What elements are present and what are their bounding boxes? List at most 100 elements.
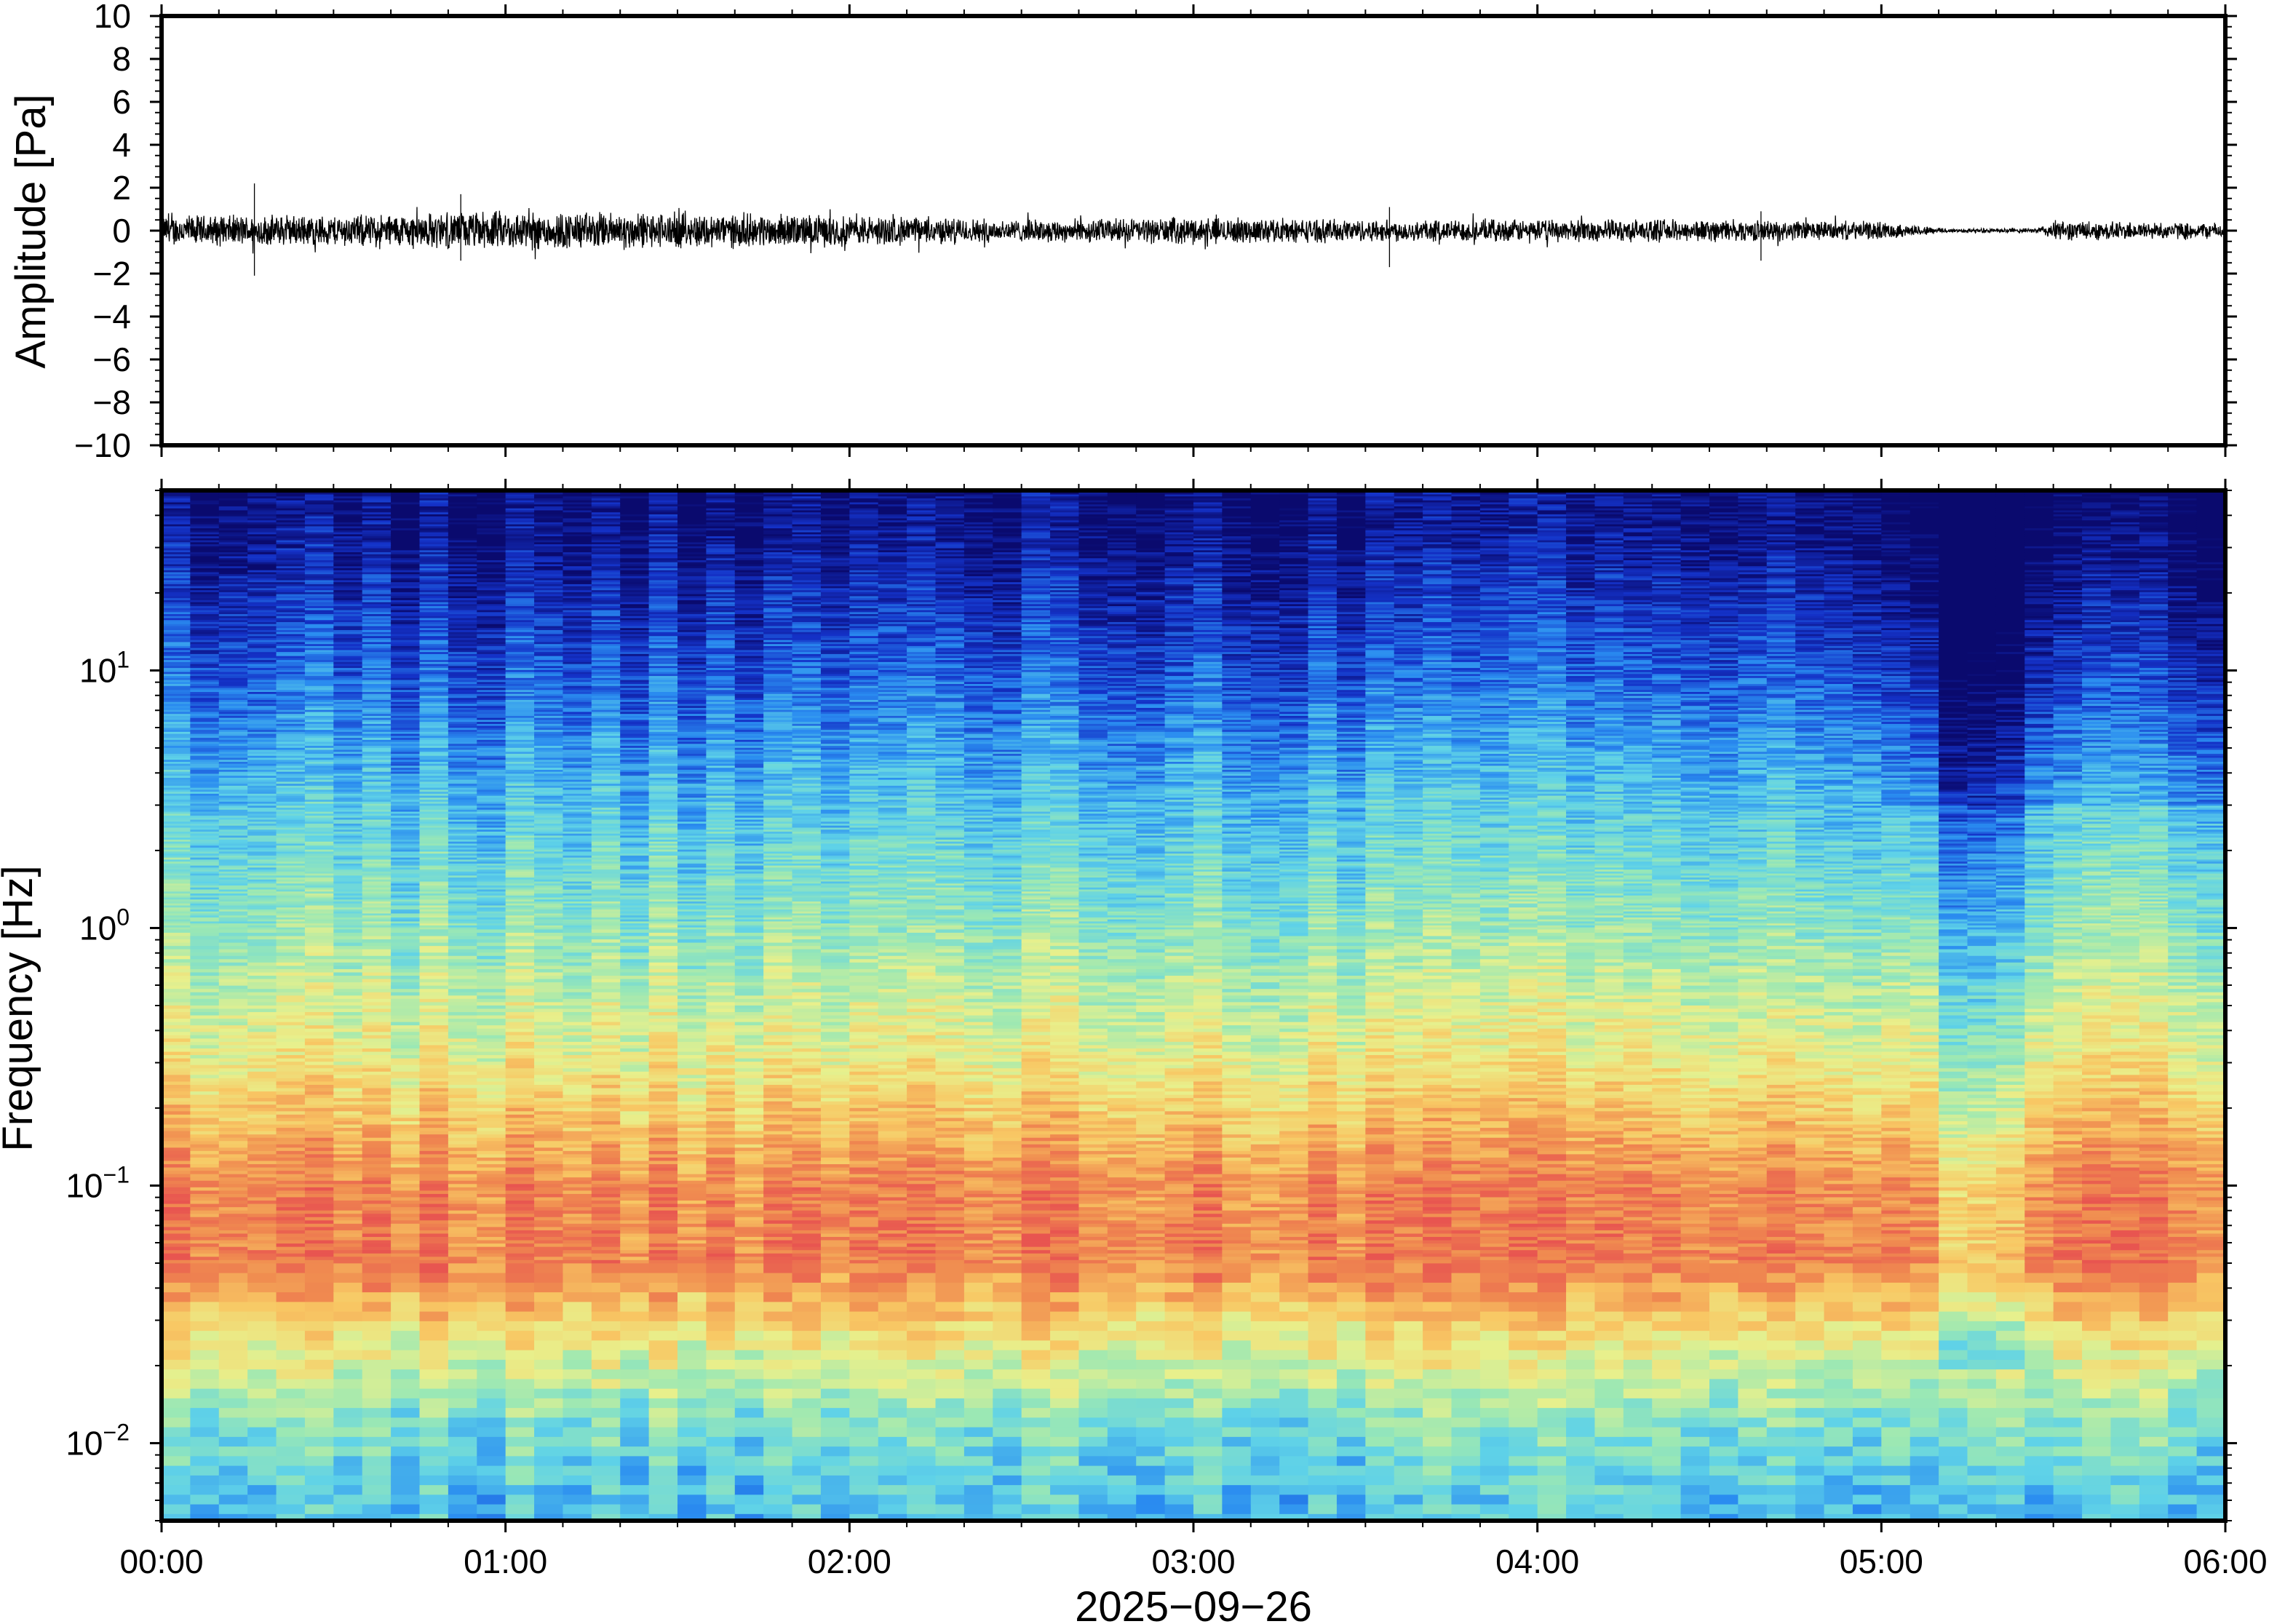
spectrogram-cell: [420, 1243, 449, 1247]
spectrogram-cell: [162, 963, 191, 966]
spectrogram-cell: [477, 1187, 506, 1191]
spectrogram-cell: [448, 1340, 477, 1350]
spectrogram-cell: [219, 1207, 248, 1211]
spectrogram-cell: [420, 1012, 449, 1016]
spectrogram-cell: [305, 1360, 334, 1370]
spectrogram-cell: [420, 1204, 449, 1208]
spectrogram-cell: [477, 1102, 506, 1105]
spectrogram-cell: [277, 1241, 306, 1244]
spectrogram-cell: [362, 1437, 392, 1447]
spectrogram-cell: [391, 1177, 420, 1181]
spectrogram-cell: [420, 995, 449, 999]
spectrogram-cell: [162, 1141, 191, 1145]
spectrogram-cell: [247, 1008, 277, 1012]
spectrogram-cell: [391, 1171, 420, 1174]
spectrogram-cell: [190, 1177, 219, 1181]
spectrogram-cell: [391, 1052, 420, 1056]
spectrogram-cell: [448, 1088, 477, 1092]
spectrogram-cell: [420, 1494, 449, 1505]
spectrogram-cell: [391, 1250, 420, 1254]
spectrogram-cell: [333, 1247, 362, 1251]
spectrogram-cell: [477, 946, 506, 950]
spectrogram-cell: [448, 1446, 477, 1457]
spectrogram-cell: [247, 1360, 277, 1370]
spectrogram-cell: [219, 929, 248, 933]
spectrogram-cell: [420, 1379, 449, 1389]
spectrogram-cell: [190, 1091, 219, 1095]
spectrogram-cell: [247, 1257, 277, 1260]
spectrogram-cell: [477, 1088, 506, 1092]
spectrogram-cell: [391, 995, 420, 999]
spectrogram-cell: [391, 1118, 420, 1121]
spectrogram-cell: [277, 1224, 306, 1227]
spectrogram-cell: [247, 1428, 277, 1438]
spectrogram-cell: [420, 946, 449, 950]
spectrogram-cell: [477, 1008, 506, 1012]
spectrogram-cell: [333, 1002, 362, 1006]
spectrogram-cell: [190, 1379, 219, 1389]
spectrogram-cell: [305, 1062, 334, 1065]
spectrogram-cell: [391, 1217, 420, 1221]
spectrogram-cell: [277, 1201, 306, 1204]
spectrogram-cell: [420, 950, 449, 953]
spectrogram-cell: [277, 966, 306, 969]
spectrogram-cell: [362, 1002, 392, 1006]
spectrogram-cell: [362, 1241, 392, 1244]
spectrogram-cell: [362, 1283, 392, 1293]
spectrogram-cell: [219, 1369, 248, 1380]
spectrogram-cell: [391, 1227, 420, 1230]
spectrogram-cell: [391, 969, 420, 973]
spectrogram-cell: [305, 1115, 334, 1118]
spectrogram-cell: [305, 1227, 334, 1230]
spectrogram-cell: [362, 1085, 392, 1088]
spectrogram-cell: [362, 1197, 392, 1201]
spectrogram-cell: [362, 1466, 392, 1476]
spectrogram-cell: [247, 1078, 277, 1082]
spectrogram-cell: [420, 1485, 449, 1495]
spectrogram-cell: [391, 1025, 420, 1029]
spectrogram-cell: [362, 1068, 392, 1072]
spectrogram-cell: [162, 989, 191, 992]
spectrogram-cell: [420, 1042, 449, 1046]
spectrogram-cell: [420, 1045, 449, 1048]
spectrogram-cell: [333, 1072, 362, 1075]
spectrogram-cell: [162, 1237, 191, 1241]
spectrogram-cell: [277, 1075, 306, 1078]
spectrogram-cell: [305, 1174, 334, 1178]
spectrogram-cell: [219, 943, 248, 947]
spectrogram-cell: [362, 1505, 392, 1515]
spectrogram-cell: [247, 1104, 277, 1108]
spectrogram-cell: [219, 1233, 248, 1237]
spectrogram-cell: [477, 933, 506, 936]
spectrogram-cell: [333, 1006, 362, 1009]
spectrogram-cell: [305, 1081, 334, 1085]
spectrogram-cell: [162, 1194, 191, 1198]
spectrogram-cell: [448, 1181, 477, 1185]
spectrogram-cell: [391, 1154, 420, 1158]
spectrogram-cell: [305, 995, 334, 999]
spectrogram-cell: [277, 1207, 306, 1211]
spectrogram-cell: [305, 1241, 334, 1244]
spectrogram-cell: [162, 1177, 191, 1181]
spectrogram-cell: [247, 952, 277, 956]
spectrogram-cell: [305, 1247, 334, 1251]
spectrogram-cell: [162, 1201, 191, 1204]
spectrogram-cell: [162, 1197, 191, 1201]
spectrogram-cell: [391, 1042, 420, 1046]
spectrogram-cell: [333, 1446, 362, 1457]
spectrogram-cell: [391, 950, 420, 953]
spectrogram-cell: [391, 1398, 420, 1409]
spectrogram-cell: [477, 1194, 506, 1198]
spectrogram-cell: [305, 1273, 334, 1283]
spectrogram-cell: [277, 1134, 306, 1138]
spectrogram-cell: [448, 1145, 477, 1148]
spectrogram-cell: [448, 1220, 477, 1224]
spectrogram-cell: [247, 1059, 277, 1062]
spectrogram-cell: [277, 1118, 306, 1121]
spectrogram-cell: [305, 1184, 334, 1187]
spectrogram-cell: [477, 1161, 506, 1165]
spectrogram-cell: [277, 1331, 306, 1341]
spectrogram-cell: [162, 1184, 191, 1187]
spectrogram-cell: [305, 1042, 334, 1046]
spectrogram-cell: [477, 1494, 506, 1505]
